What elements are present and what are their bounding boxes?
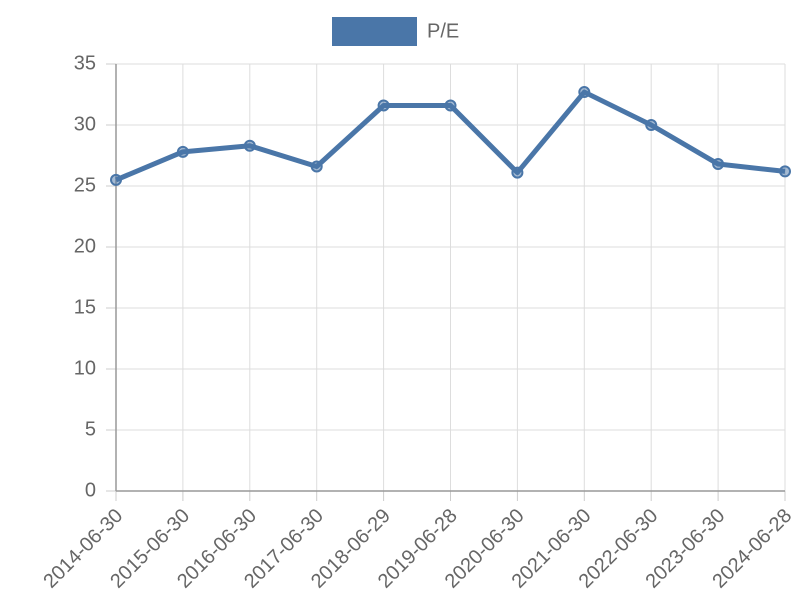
data-point: [310, 160, 323, 173]
data-point: [779, 165, 791, 178]
data-point: [712, 158, 725, 171]
y-tick-label: 30: [74, 113, 96, 135]
data-point: [243, 139, 256, 152]
y-tick-label: 0: [85, 479, 96, 501]
legend-label: P/E: [427, 20, 459, 42]
y-tick-label: 10: [74, 357, 96, 379]
data-point: [645, 119, 658, 131]
data-point: [444, 99, 457, 112]
data-point: [377, 99, 390, 112]
legend-swatch: [332, 17, 417, 46]
y-tick-label: 25: [74, 174, 96, 196]
y-tick-label: 15: [74, 296, 96, 318]
data-point: [110, 173, 122, 186]
y-tick-label: 5: [85, 418, 96, 440]
y-tick-label: 20: [74, 235, 96, 257]
y-tick-label: 35: [74, 52, 96, 74]
data-point: [578, 86, 591, 99]
data-point: [176, 145, 189, 158]
data-point: [511, 166, 524, 179]
